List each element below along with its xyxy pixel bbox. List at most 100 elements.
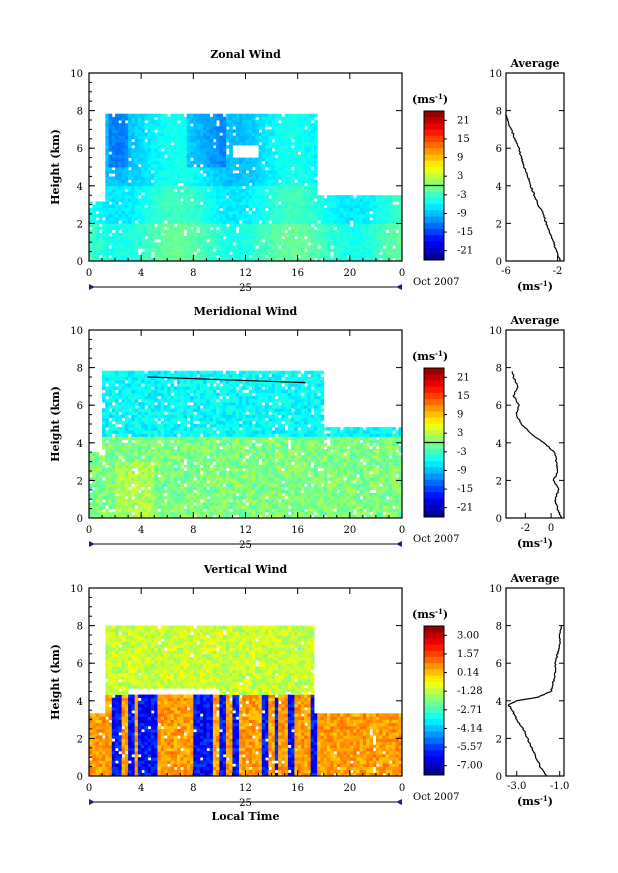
heatmap-cell <box>177 452 181 456</box>
heatmap-cell <box>150 496 155 500</box>
heatmap-cell <box>190 380 194 384</box>
heatmap-cell <box>147 483 152 488</box>
heatmap-cell <box>137 204 142 209</box>
heatmap-cell <box>115 502 119 506</box>
heatmap-cell <box>284 204 289 209</box>
heatmap-cell <box>375 229 380 234</box>
heatmap-cell <box>255 132 259 137</box>
heatmap-cell <box>173 120 178 124</box>
heatmap-cell <box>366 204 370 209</box>
heatmap-cell <box>124 242 129 246</box>
heatmap-cell <box>105 129 109 133</box>
heatmap-cell <box>238 157 243 162</box>
heatmap-cell <box>167 148 171 152</box>
heatmap-cell <box>196 467 201 472</box>
heatmap-cell <box>95 452 100 456</box>
heatmap-cell <box>102 467 106 472</box>
heatmap-cell <box>186 245 191 249</box>
heatmap-cell <box>157 138 162 143</box>
heatmap-cell <box>111 483 116 488</box>
heatmap-cell <box>157 188 162 193</box>
heatmap-cell <box>385 242 390 246</box>
heatmap-cell <box>375 257 380 262</box>
heatmap-cell <box>340 207 344 212</box>
heatmap-cell <box>147 126 152 130</box>
heatmap-cell <box>167 424 171 428</box>
heatmap-cell <box>173 480 178 484</box>
heatmap-cell <box>115 439 119 444</box>
heatmap-cell <box>310 185 315 190</box>
heatmap-cell <box>144 226 149 231</box>
heatmap-cell <box>212 201 217 205</box>
heatmap-cell <box>163 389 168 394</box>
heatmap-cell <box>180 223 184 227</box>
heatmap-cell <box>134 182 139 187</box>
heatmap-cell <box>170 411 175 415</box>
heatmap-cell <box>265 145 269 149</box>
heatmap-cell <box>115 217 119 221</box>
heatmap-cell <box>183 204 188 209</box>
heatmap-cell <box>385 245 390 249</box>
heatmap-cell <box>216 232 220 237</box>
heatmap-cell <box>111 414 116 419</box>
heatmap-cell <box>170 502 175 506</box>
heatmap-cell <box>291 170 295 174</box>
heatmap-cell <box>313 182 318 187</box>
heatmap-cell <box>118 192 122 196</box>
colorbar-unit: (ms-1) <box>412 92 448 107</box>
heatmap-cell <box>141 242 145 246</box>
heatmap-cell <box>320 232 325 237</box>
heatmap-cell <box>271 251 276 256</box>
heatmap-cell <box>180 373 184 378</box>
heatmap-cell <box>313 254 318 259</box>
heatmap-cell <box>287 126 292 130</box>
heatmap-cell <box>108 449 113 453</box>
heatmap-cell <box>111 477 116 481</box>
heatmap-cell <box>177 235 181 240</box>
heatmap-cell <box>95 489 100 494</box>
heatmap-cell <box>284 257 289 262</box>
heatmap-cell <box>167 436 171 441</box>
heatmap-cell <box>186 471 191 475</box>
heatmap-cell <box>183 160 188 165</box>
x-tick-label: 0 <box>399 268 405 279</box>
heatmap-cell <box>183 242 188 246</box>
heatmap-cell <box>248 126 253 130</box>
heatmap-cell <box>255 129 259 133</box>
heatmap-cell <box>134 427 139 431</box>
heatmap-cell <box>300 179 305 184</box>
heatmap-cell <box>95 204 100 209</box>
heatmap-cell <box>196 129 201 133</box>
heatmap-cell <box>274 167 279 171</box>
heatmap-cell <box>154 132 158 137</box>
heatmap-cell <box>147 220 152 224</box>
heatmap-cell <box>232 120 237 124</box>
heatmap-cell <box>170 449 175 453</box>
heatmap-cell <box>265 138 269 143</box>
heatmap-cell <box>274 229 279 234</box>
heatmap-cell <box>177 176 181 180</box>
heatmap-cell <box>134 123 139 127</box>
colorbar-segment <box>424 142 444 149</box>
heatmap-cell <box>147 116 152 121</box>
heatmap-cell <box>232 195 237 199</box>
heatmap-cell <box>108 138 113 143</box>
heatmap-cell <box>150 449 155 453</box>
heatmap-cell <box>297 120 302 124</box>
heatmap-cell <box>297 176 302 180</box>
heatmap-cell <box>108 455 113 459</box>
heatmap-cell <box>287 251 292 256</box>
heatmap-cell <box>186 242 191 246</box>
heatmap-cell <box>388 235 393 240</box>
heatmap-cell <box>177 245 181 249</box>
heatmap-cell <box>160 395 165 400</box>
heatmap-cell <box>144 141 149 146</box>
heatmap-cell <box>141 461 145 466</box>
heatmap-cell <box>232 157 237 162</box>
heatmap-cell <box>196 477 201 481</box>
heatmap-cell <box>183 226 188 231</box>
heatmap-cell <box>284 220 289 224</box>
heatmap-cell <box>173 499 178 503</box>
heatmap-cell <box>225 163 230 168</box>
heatmap-cell <box>193 242 197 246</box>
